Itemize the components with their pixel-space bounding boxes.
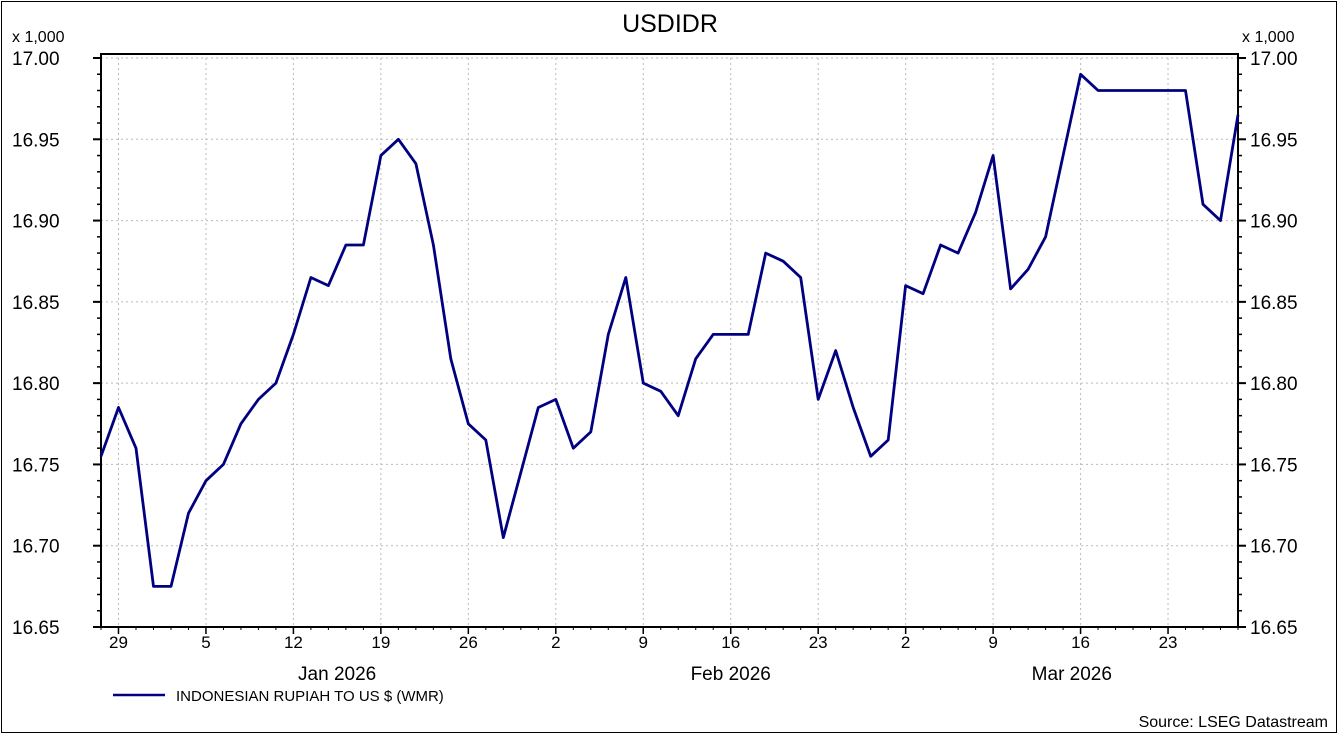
y-tick-label-right: 16.80 (1250, 374, 1298, 395)
month-label: Mar 2026 (1032, 664, 1112, 685)
x-tick-label: 16 (721, 633, 740, 652)
y-tick-label-right: 16.75 (1250, 455, 1298, 476)
x-tick-label: 19 (371, 633, 390, 652)
x-tick-label: 16 (1071, 633, 1090, 652)
y-tick-label-right: 16.70 (1250, 537, 1298, 558)
x-tick-label: 23 (1159, 633, 1178, 652)
month-label: Jan 2026 (298, 664, 376, 685)
x-tick-label: 23 (809, 633, 828, 652)
y-tick-label-right: 17.00 (1250, 49, 1298, 70)
y-tick-label-right: 16.65 (1250, 618, 1298, 639)
y-tick-label-right: 16.85 (1250, 293, 1298, 314)
y-tick-label-left: 16.95 (12, 130, 60, 151)
source-note: Source: LSEG Datastream (1139, 714, 1328, 731)
x-tick-label: 26 (459, 633, 478, 652)
x-tick-label: 2 (551, 633, 560, 652)
y-tick-label-left: 16.75 (12, 455, 60, 476)
y-tick-label-left: 16.65 (12, 618, 60, 639)
y-tick-label-left: 16.85 (12, 293, 60, 314)
x-tick-label: 29 (109, 633, 128, 652)
series-line (99, 72, 1240, 588)
x-tick-label: 5 (201, 633, 210, 652)
y-tick-label-left: 16.70 (12, 537, 60, 558)
month-label: Feb 2026 (691, 664, 771, 685)
left-multiplier-label: x 1,000 (12, 29, 65, 46)
x-tick-label: 9 (639, 633, 648, 652)
chart-title: USDIDR (622, 10, 718, 38)
x-tick-label: 9 (988, 633, 997, 652)
y-tick-label-left: 16.90 (12, 212, 60, 233)
plot-area-border (100, 53, 1239, 628)
y-tick-label-right: 16.95 (1250, 130, 1298, 151)
right-multiplier-label: x 1,000 (1242, 29, 1295, 46)
y-tick-label-right: 16.90 (1250, 212, 1298, 233)
y-tick-label-left: 16.80 (12, 374, 60, 395)
x-tick-label: 2 (901, 633, 910, 652)
legend-label: INDONESIAN RUPIAH TO US $ (WMR) (176, 688, 444, 705)
y-tick-label-left: 17.00 (12, 49, 60, 70)
x-tick-label: 12 (284, 633, 303, 652)
